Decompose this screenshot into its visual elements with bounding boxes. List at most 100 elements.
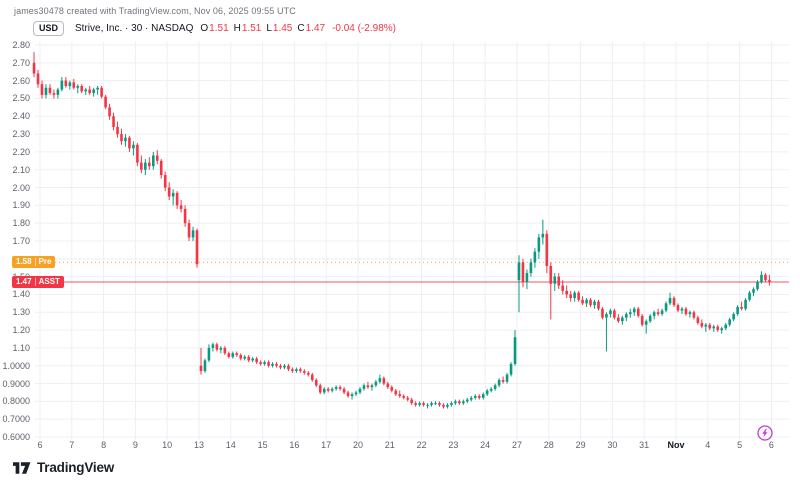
candle [469, 396, 473, 402]
candle [239, 353, 243, 361]
candle [108, 103, 111, 120]
candle [263, 360, 266, 366]
time-axis-label: 10 [162, 440, 173, 450]
candle [279, 363, 282, 370]
candle [382, 376, 386, 386]
candle [60, 77, 64, 92]
candle [756, 280, 759, 291]
time-axis-label: 29 [575, 440, 586, 450]
candle [537, 233, 541, 259]
candle [44, 84, 48, 99]
candle [501, 376, 505, 384]
symbol-title[interactable]: Strive, Inc. · 30 · NASDAQ [75, 23, 194, 34]
candle [307, 371, 310, 377]
candle [656, 308, 660, 316]
candle [402, 394, 406, 400]
price-axis-label: 2.10 [12, 164, 30, 175]
time-axis-label: 8 [101, 440, 107, 450]
candle [191, 226, 195, 241]
candle [708, 322, 712, 331]
candle [676, 303, 680, 313]
candle [477, 394, 481, 400]
candle [100, 85, 103, 99]
time-axis-label: 13 [193, 440, 204, 450]
time-axis-label: 14 [225, 440, 236, 450]
candle [748, 290, 751, 302]
candle [692, 310, 696, 320]
price-axis-label: 1.70 [12, 236, 30, 246]
tradingview-mark-icon [13, 461, 31, 474]
candle [605, 312, 608, 352]
candle [740, 301, 743, 311]
candle [183, 205, 187, 227]
candle [175, 191, 179, 209]
candle [128, 135, 131, 152]
candle [271, 362, 274, 368]
candle [609, 308, 612, 318]
candle [310, 372, 314, 382]
time-axis-label: 27 [511, 440, 522, 450]
candle [640, 314, 644, 327]
candle [493, 383, 497, 391]
candle [458, 399, 461, 405]
boost-button[interactable] [756, 424, 774, 442]
time-axis-label: 24 [480, 440, 491, 450]
candle [84, 87, 88, 95]
candle [489, 387, 493, 393]
candle [573, 290, 576, 302]
candle [295, 367, 298, 373]
candle [378, 374, 382, 384]
candle [104, 94, 107, 110]
candle [318, 383, 322, 395]
grid-lines [35, 42, 789, 440]
candle [243, 355, 247, 361]
candle [80, 84, 84, 94]
candle [68, 80, 72, 90]
time-axis-label: 30 [607, 440, 618, 450]
candle [462, 399, 465, 405]
candle [585, 298, 588, 307]
candle [299, 367, 302, 373]
candle [509, 362, 513, 377]
candle [617, 314, 620, 323]
candle [553, 273, 557, 291]
currency-chip[interactable]: USD [33, 21, 65, 36]
close-value: 1.47 [305, 23, 326, 34]
candle [235, 351, 239, 357]
candle [64, 77, 68, 88]
candle [120, 128, 123, 145]
candle [497, 378, 501, 388]
candle [394, 388, 398, 397]
candle [32, 52, 36, 78]
price-axis-label: 0.6000 [2, 432, 30, 442]
candle [354, 390, 358, 397]
ohlc-readout: O 1.51 H 1.51 L 1.45 C 1.47 -0.04 (-2.98%) [200, 23, 396, 34]
candle [287, 363, 290, 372]
price-axis-label: 1.0000 [2, 360, 30, 371]
candle [159, 159, 163, 179]
badge-price: 1.58 [16, 257, 32, 267]
candle [179, 200, 183, 213]
candle [736, 305, 739, 316]
candle [112, 112, 115, 131]
time-axis-label: 7 [69, 440, 75, 450]
tradingview-logo[interactable]: TradingView [13, 460, 114, 475]
time-axis-label: 5 [737, 440, 743, 450]
candle [342, 387, 346, 395]
candle [211, 342, 215, 352]
candle [72, 78, 76, 90]
time-axis-label: 31 [639, 440, 650, 450]
candle [744, 298, 747, 311]
candle [144, 159, 147, 176]
candle [370, 383, 374, 391]
candle [712, 324, 716, 332]
candle [374, 379, 378, 388]
candle [684, 306, 688, 316]
candle [151, 151, 155, 170]
candle [132, 141, 135, 156]
badge-tag: ASST [38, 276, 60, 286]
candle [334, 385, 338, 391]
chart-legend: USD Strive, Inc. · 30 · NASDAQ O 1.51 H 1.… [33, 21, 396, 36]
